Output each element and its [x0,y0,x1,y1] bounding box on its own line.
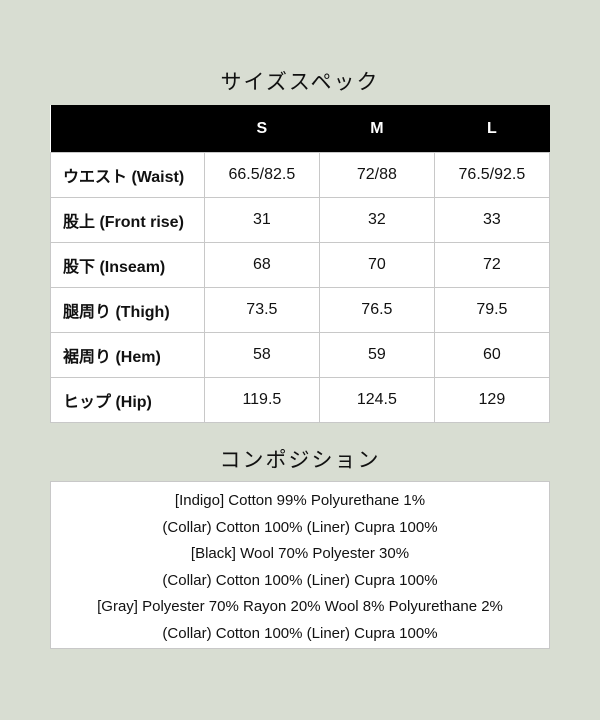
composition-line: [Indigo] Cotton 99% Polyurethane 1% [174,492,426,509]
table-cell: 31 [203,197,320,243]
row-label: ヒップ (Hip) [50,377,205,423]
table-cell: 76.5/92.5 [433,152,551,198]
table-row: 腿周り (Thigh) 73.5 76.5 79.5 [50,287,551,333]
table-cell: 124.5 [318,377,435,423]
table-row: ウエスト (Waist) 66.5/82.5 72/88 76.5/92.5 [50,152,551,198]
table-row: 股上 (Front rise) 31 32 33 [50,197,551,243]
composition-line: [Black] Wool 70% Polyester 30% [190,545,410,562]
table-cell: 32 [318,197,435,243]
composition-box: [Indigo] Cotton 99% Polyurethane 1% (Coll… [50,481,550,649]
table-cell: 76.5 [318,287,435,333]
table-cell: 66.5/82.5 [203,152,320,198]
table-cell: 70 [318,242,435,288]
table-cell: 33 [433,197,551,243]
row-label: 腿周り (Thigh) [50,287,205,333]
table-cell: 79.5 [433,287,551,333]
table-cell: 72 [433,242,551,288]
row-label: ウエスト (Waist) [50,152,205,198]
table-header-row: S M L [50,105,550,153]
composition-line: (Collar) Cotton 100% (Liner) Cupra 100% [162,571,438,589]
composition-line: (Collar) Cotton 100% (Liner) Cupra 100% [162,518,438,536]
header-size-s: S [204,105,320,153]
table-cell: 60 [433,332,551,378]
row-label: 裾周り (Hem) [50,332,205,378]
table-row: 裾周り (Hem) 58 59 60 [50,332,551,378]
table-cell: 129 [433,377,551,423]
table-row: ヒップ (Hip) 119.5 124.5 129 [50,377,551,423]
composition-title: コンポジション [219,448,381,472]
composition-line: [Gray] Polyester 70% Rayon 20% Wool 8% P… [97,598,503,615]
row-label: 股下 (Inseam) [50,242,205,288]
row-label: 股上 (Front rise) [50,197,205,243]
composition-line: (Collar) Cotton 100% (Liner) Cupra 100% [162,624,438,642]
size-spec-title: サイズスペック [220,70,380,94]
header-label [50,105,205,153]
table-cell: 73.5 [203,287,320,333]
table-cell: 72/88 [318,152,435,198]
table-cell: 58 [203,332,320,378]
table-cell: 68 [203,242,320,288]
size-spec-table: S M L ウエスト (Waist) 66.5/82.5 72/88 76.5/92.… [50,105,551,423]
header-size-l: L [434,105,550,153]
table-row: 股下 (Inseam) 68 70 72 [50,242,551,288]
table-cell: 119.5 [203,377,320,423]
header-size-m: M [319,105,435,153]
table-cell: 59 [318,332,435,378]
